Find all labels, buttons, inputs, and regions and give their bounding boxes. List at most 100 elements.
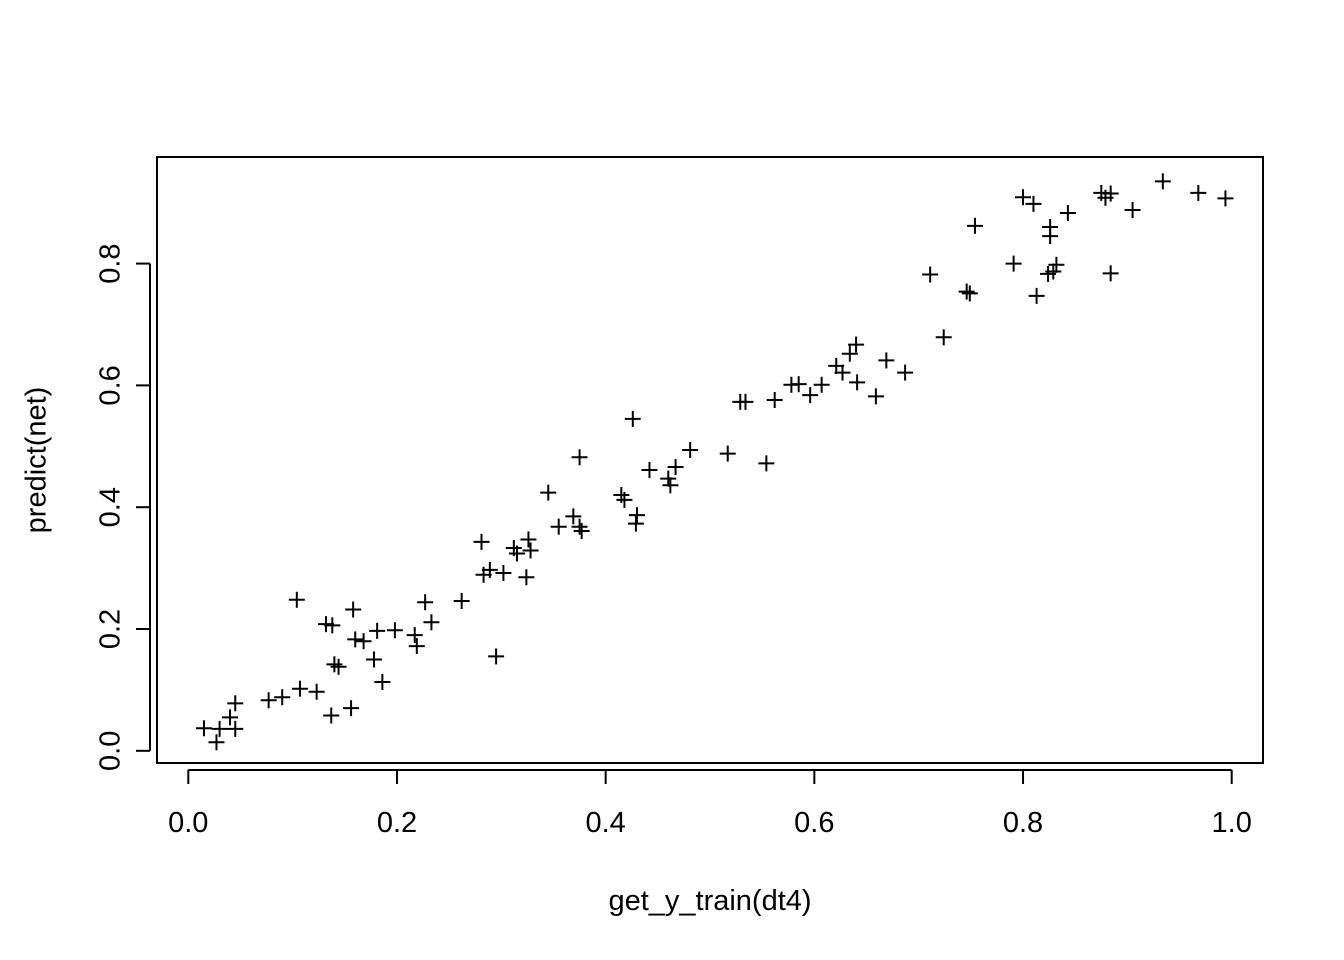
y-axis: 0.0 0.2 0.4 0.6 0.8: [95, 243, 151, 771]
data-point: [274, 689, 291, 706]
data-point: [1102, 185, 1119, 202]
data-point: [347, 631, 364, 648]
data-point: [374, 673, 391, 690]
data-point: [849, 374, 866, 391]
data-point: [508, 545, 525, 562]
x-tick-label: 0.8: [1003, 807, 1043, 839]
data-point: [1048, 256, 1065, 273]
data-point: [624, 410, 641, 427]
plot-area: [156, 156, 1264, 764]
data-point: [366, 651, 383, 668]
y-tick-label: 0.0: [95, 731, 127, 771]
data-point: [662, 477, 679, 494]
data-point: [227, 720, 244, 737]
data-point: [967, 217, 984, 234]
data-point: [758, 455, 775, 472]
data-point: [922, 266, 939, 283]
data-point: [227, 695, 244, 712]
data-point: [1045, 263, 1062, 280]
x-tick-label: 0.4: [585, 807, 625, 839]
data-point: [1102, 265, 1119, 282]
data-point: [195, 720, 212, 737]
data-point: [719, 445, 736, 462]
data-point: [737, 393, 754, 410]
data-point: [682, 441, 699, 458]
data-point: [961, 285, 978, 302]
data-point: [1190, 184, 1207, 201]
data-point: [1124, 201, 1141, 218]
data-point: [406, 627, 423, 644]
data-point: [766, 392, 783, 409]
data-point: [522, 542, 539, 559]
data-point: [488, 648, 505, 665]
data-point: [935, 329, 952, 346]
data-point: [323, 707, 340, 724]
data-point: [958, 283, 975, 300]
data-point: [324, 617, 341, 634]
y-tick-label: 0.6: [95, 365, 127, 405]
data-point: [1025, 195, 1042, 212]
y-axis-title: predict(net): [21, 387, 53, 534]
data-point: [330, 658, 347, 675]
data-point: [1015, 189, 1032, 206]
data-point: [848, 336, 865, 353]
data-point: [813, 376, 830, 393]
x-axis: 0.0 0.2 0.4 0.6 0.8 1.0: [168, 769, 1252, 839]
data-point: [550, 518, 567, 535]
x-tick-label: 1.0: [1212, 807, 1252, 839]
data-point: [1028, 287, 1045, 304]
x-tick-label: 0.6: [794, 807, 834, 839]
data-point: [520, 531, 537, 548]
y-tick-label: 0.8: [95, 243, 127, 283]
data-points: [195, 173, 1234, 751]
data-point: [518, 569, 535, 586]
x-tick-label: 0.0: [168, 807, 208, 839]
y-tick-label: 0.2: [95, 609, 127, 649]
data-point: [291, 680, 308, 697]
data-point: [660, 470, 677, 487]
data-point: [616, 491, 633, 508]
data-point: [481, 561, 498, 578]
data-point: [790, 376, 807, 393]
x-axis-title: get_y_train(dt4): [608, 885, 811, 917]
data-point: [571, 449, 588, 466]
data-point: [802, 387, 819, 404]
data-point: [571, 518, 588, 535]
data-point: [641, 462, 658, 479]
data-point: [573, 522, 590, 539]
data-point: [288, 591, 305, 608]
data-point: [1059, 205, 1076, 222]
x-tick-label: 0.2: [377, 807, 417, 839]
data-point: [565, 508, 582, 525]
data-point: [417, 594, 434, 611]
data-point: [345, 601, 362, 618]
data-point: [260, 692, 277, 709]
data-point: [369, 622, 386, 639]
data-point: [408, 638, 425, 655]
data-point: [627, 515, 644, 532]
data-point: [453, 592, 470, 609]
data-point: [1042, 219, 1059, 236]
data-point: [878, 352, 895, 369]
data-point: [667, 459, 684, 476]
data-point: [222, 709, 239, 726]
y-tick-label: 0.4: [95, 487, 127, 527]
data-point: [355, 633, 372, 650]
data-point: [208, 734, 225, 751]
data-point: [423, 614, 440, 631]
data-point: [867, 388, 884, 405]
data-point: [343, 700, 360, 717]
data-point: [308, 683, 325, 700]
data-point: [1005, 255, 1022, 272]
data-point: [834, 364, 851, 381]
data-point: [495, 564, 512, 581]
data-point: [540, 484, 557, 501]
data-point: [386, 622, 403, 639]
plot-frame: [156, 156, 1264, 764]
data-point: [1217, 190, 1234, 207]
data-point: [1154, 173, 1171, 190]
data-point: [628, 507, 645, 524]
data-point: [326, 656, 343, 673]
data-point: [211, 720, 228, 737]
